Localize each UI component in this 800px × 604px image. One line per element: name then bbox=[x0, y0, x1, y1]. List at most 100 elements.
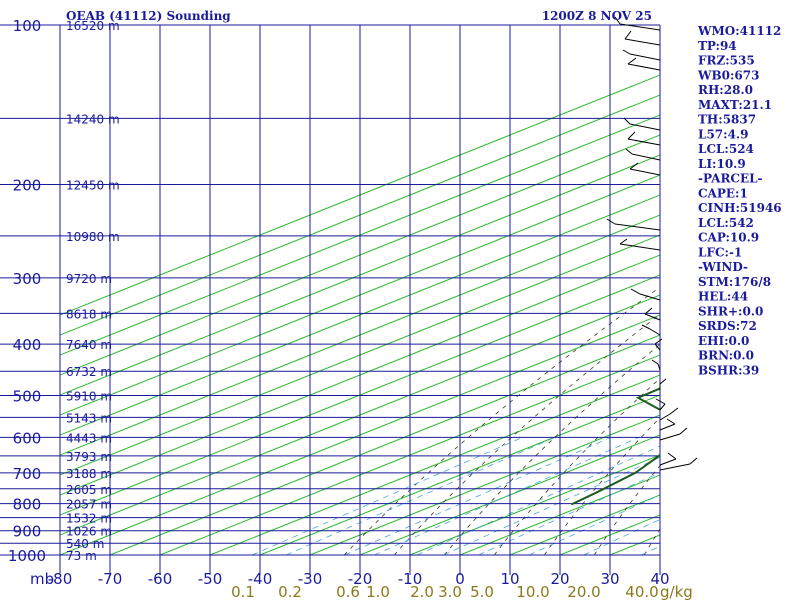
dewpoint-profile-line bbox=[570, 387, 660, 506]
wind-barb-flag bbox=[659, 378, 667, 385]
wind-barb-flag bbox=[689, 457, 698, 465]
wind-barb-flag bbox=[655, 398, 666, 405]
sounding-index-item: LI:10.9 bbox=[698, 157, 746, 171]
isotherm-line bbox=[60, 214, 660, 456]
sounding-index-item: WB0:673 bbox=[697, 68, 759, 82]
isotherm-line bbox=[60, 254, 660, 496]
grid-lines bbox=[0, 24, 661, 575]
wind-barb-flag bbox=[667, 452, 677, 460]
isotherm-line bbox=[60, 314, 660, 555]
pressure-tick-label: 100 bbox=[13, 17, 42, 35]
mixing-ratio-line bbox=[344, 437, 611, 555]
isotherm-line bbox=[60, 114, 660, 356]
sounding-index-item: BSHR:39 bbox=[698, 363, 759, 377]
height-label: 3793 m bbox=[66, 450, 112, 464]
wind-barb-shaft bbox=[659, 463, 691, 471]
temperature-tick-label: 30 bbox=[600, 570, 619, 588]
pressure-tick-label: 200 bbox=[13, 177, 42, 195]
isotherm-line bbox=[60, 274, 660, 516]
sounding-index-item: EHI:0.0 bbox=[698, 334, 749, 348]
height-label: 7640 m bbox=[66, 338, 112, 352]
wind-barb-flag bbox=[625, 148, 633, 155]
height-label: 14240 m bbox=[66, 112, 120, 126]
height-label: 1026 m bbox=[66, 525, 112, 539]
height-label: 5910 m bbox=[66, 389, 112, 403]
sounding-index-item: -WIND- bbox=[698, 260, 748, 274]
sounding-index-item: TP:94 bbox=[698, 39, 737, 53]
pressure-tick-label: 800 bbox=[13, 496, 42, 514]
sounding-index-item: CAP:10.9 bbox=[698, 231, 759, 245]
isotherm-line bbox=[309, 414, 660, 555]
isotherm-line bbox=[209, 374, 660, 555]
temperature-tick-label: 40 bbox=[650, 570, 669, 588]
isotherm-line bbox=[359, 434, 660, 555]
sounding-index-item: L57:4.9 bbox=[698, 127, 748, 141]
pressure-tick-label: 700 bbox=[13, 465, 42, 483]
wind-barb-shaft bbox=[659, 458, 677, 466]
mixing-ratio-line bbox=[443, 456, 660, 555]
wind-barb-shaft bbox=[614, 223, 661, 231]
mixing-ratio-line bbox=[478, 472, 660, 555]
isotherm-line bbox=[409, 454, 660, 555]
wind-barb-shaft bbox=[629, 53, 661, 61]
sounding-index-item: STM:176/8 bbox=[698, 275, 771, 289]
height-label: 12450 m bbox=[66, 179, 120, 193]
mixing-ratio-line bbox=[416, 445, 660, 555]
mixing-ratio-lines bbox=[251, 437, 660, 555]
wind-barb-shaft bbox=[629, 123, 661, 131]
wind-barb-shaft bbox=[639, 293, 661, 301]
sounding-index-item: SHR+:0.0 bbox=[698, 304, 763, 318]
temperature-tick-label: -50 bbox=[198, 570, 223, 588]
mixing-ratio-label: 2.0 bbox=[410, 583, 434, 600]
height-label: 3188 m bbox=[66, 467, 112, 481]
wind-barb-flag bbox=[651, 359, 659, 365]
wind-barb-shaft bbox=[619, 243, 661, 251]
height-label: 73 m bbox=[66, 549, 97, 563]
temperature-tick-label: -30 bbox=[298, 570, 323, 588]
wind-barb-shaft bbox=[659, 403, 666, 411]
height-label: 6732 m bbox=[66, 365, 112, 379]
sounding-index-item: HEL:44 bbox=[698, 290, 748, 304]
wind-barb-flag bbox=[606, 218, 616, 225]
height-label: 5143 m bbox=[66, 411, 112, 425]
isotherm-line bbox=[60, 194, 660, 436]
wind-barb-flag bbox=[627, 57, 637, 65]
wind-barb-flag bbox=[666, 418, 676, 425]
wind-barb-flag bbox=[644, 307, 653, 315]
wind-barb-shaft bbox=[627, 63, 661, 71]
sounding-index-item: MAXT:21.1 bbox=[698, 98, 772, 112]
wind-barb-shaft bbox=[659, 433, 681, 441]
sounding-index-item: -PARCEL- bbox=[698, 172, 763, 186]
isotherm-line bbox=[259, 394, 660, 555]
wind-barb-flag bbox=[622, 49, 631, 55]
wind-barb-shaft bbox=[629, 168, 661, 176]
mixing-ratio-label: 5.0 bbox=[470, 583, 494, 600]
isotherm-lines bbox=[60, 74, 660, 555]
isotherm-line bbox=[60, 94, 660, 336]
wind-barb-shaft bbox=[619, 23, 661, 31]
sounding-index-item: RH:28.0 bbox=[698, 83, 753, 97]
height-label: 4443 m bbox=[66, 431, 112, 445]
wind-barb-shaft bbox=[649, 328, 661, 336]
profile-traces bbox=[570, 387, 660, 506]
temperature-tick-label: -40 bbox=[248, 570, 273, 588]
wind-barb-flag bbox=[641, 324, 651, 330]
mixing-ratio-line bbox=[251, 437, 523, 555]
wind-barb-flag bbox=[654, 338, 663, 345]
wind-barb-shaft bbox=[644, 313, 661, 321]
wind-barb-flag bbox=[623, 117, 631, 125]
mixing-ratio-line bbox=[583, 518, 660, 555]
sounding-index-item: SRDS:72 bbox=[698, 319, 757, 333]
pressure-tick-label: 500 bbox=[13, 387, 42, 405]
mixing-ratio-label: 0.2 bbox=[278, 583, 302, 600]
isotherm-line bbox=[60, 294, 660, 536]
mixing-ratio-label: 20.0 bbox=[567, 583, 600, 600]
wind-barb-shaft bbox=[624, 38, 661, 46]
wind-barb-shaft bbox=[627, 138, 661, 146]
isotherm-line bbox=[60, 74, 660, 316]
pressure-tick-label: 900 bbox=[13, 523, 42, 541]
